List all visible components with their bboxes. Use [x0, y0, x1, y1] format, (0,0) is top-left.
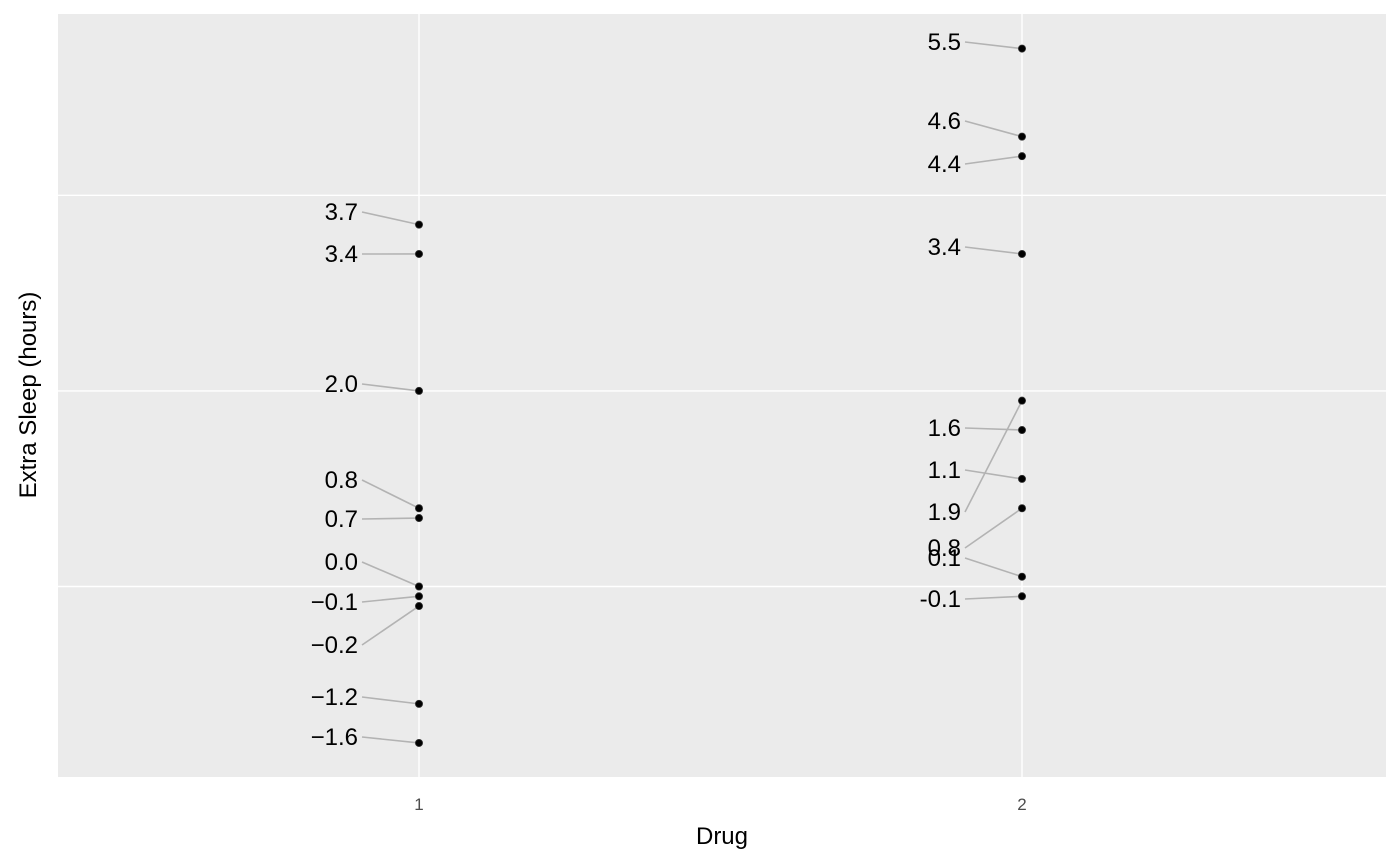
point-value-label: 5.5 — [928, 29, 961, 56]
data-point — [414, 249, 423, 258]
data-point — [414, 699, 423, 708]
label-leader-line — [964, 595, 1023, 600]
label-leader-line — [361, 696, 420, 705]
data-point — [1018, 249, 1027, 258]
x-axis-title: Drug — [696, 823, 748, 850]
data-point — [414, 602, 423, 611]
label-leader-line — [964, 469, 1023, 480]
point-value-label: 1.6 — [928, 415, 961, 442]
label-leader-lines — [361, 41, 1023, 744]
plot-panel — [58, 14, 1386, 777]
label-leader-line — [964, 155, 1023, 165]
data-point — [414, 504, 423, 513]
point-value-label: 3.7 — [325, 199, 358, 226]
point-value-label: −0.2 — [311, 632, 358, 659]
data-point — [1018, 44, 1027, 53]
label-leader-line — [361, 595, 420, 603]
data-point — [1018, 572, 1027, 581]
point-value-label: -0.1 — [920, 586, 961, 613]
point-value-label: 1.9 — [928, 499, 961, 526]
data-point — [414, 738, 423, 747]
data-points — [414, 44, 1027, 747]
point-value-label: 0.8 — [325, 467, 358, 494]
data-point — [1018, 132, 1027, 141]
label-leader-line — [361, 211, 420, 226]
data-point — [1018, 592, 1027, 601]
point-value-label: −1.6 — [311, 724, 358, 751]
point-value-label: 4.4 — [928, 151, 961, 178]
label-leader-line — [964, 400, 1023, 513]
label-leader-line — [964, 557, 1023, 578]
x-tick-label: 2 — [1017, 795, 1026, 814]
label-leader-line — [964, 120, 1023, 138]
label-leader-line — [964, 41, 1023, 50]
point-value-label: 3.4 — [928, 234, 961, 261]
label-leader-line — [964, 246, 1023, 255]
grid-lines — [58, 14, 1386, 777]
label-leader-line — [361, 561, 420, 588]
x-tick-label: 1 — [414, 795, 423, 814]
data-point — [1018, 396, 1027, 405]
label-leader-line — [361, 605, 420, 646]
data-point — [1018, 504, 1027, 513]
label-leader-line — [964, 427, 1023, 431]
label-leader-line — [361, 517, 420, 520]
point-labels: 0.7 −1.6 −0.2 −1.2 −0.1 3.4 3.7 0.8 0.0 2.0 1.9 0.8… — [311, 29, 961, 751]
point-value-label: 1.1 — [928, 457, 961, 484]
data-point — [414, 386, 423, 395]
data-point — [414, 582, 423, 591]
point-value-label: 0.8 — [928, 535, 961, 562]
point-value-label: 4.6 — [928, 108, 961, 135]
point-value-label: −0.1 — [311, 589, 358, 616]
point-value-label: 2.0 — [325, 371, 358, 398]
point-value-label: 0.7 — [325, 506, 358, 533]
point-value-label: 0.1 — [928, 545, 961, 572]
label-leader-line — [361, 736, 420, 744]
data-point — [1018, 474, 1027, 483]
data-point — [1018, 426, 1027, 435]
point-value-label: 3.4 — [325, 241, 358, 268]
y-axis-title: Extra Sleep (hours) — [15, 292, 42, 499]
data-point — [414, 220, 423, 229]
label-leader-line — [361, 383, 420, 392]
data-point — [1018, 152, 1027, 161]
data-point — [414, 514, 423, 523]
label-leader-line — [964, 507, 1023, 549]
data-point — [414, 592, 423, 601]
point-value-label: 0.0 — [325, 549, 358, 576]
label-leader-line — [361, 479, 420, 509]
point-value-label: −1.2 — [311, 684, 358, 711]
